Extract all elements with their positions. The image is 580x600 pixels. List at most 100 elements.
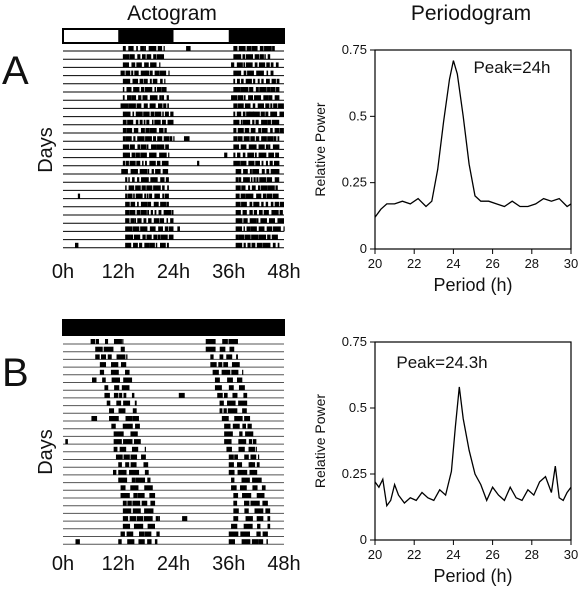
activity-bout bbox=[149, 493, 156, 498]
activity-bout bbox=[144, 46, 146, 51]
activity-bout bbox=[173, 136, 175, 142]
activity-bout bbox=[122, 508, 132, 514]
activity-bout bbox=[118, 469, 127, 475]
activity-bout bbox=[274, 128, 280, 133]
activity-bout bbox=[258, 144, 265, 150]
activity-bout bbox=[133, 242, 138, 248]
activity-bout bbox=[242, 210, 247, 215]
activity-bout bbox=[120, 103, 129, 109]
activity-bout bbox=[249, 87, 254, 92]
activity-bout bbox=[224, 423, 231, 429]
activity-bout bbox=[223, 362, 229, 368]
activity-bout bbox=[146, 234, 152, 240]
activity-bout bbox=[153, 54, 157, 60]
x-tick-label: 28 bbox=[525, 256, 539, 271]
activity-bout bbox=[140, 87, 145, 92]
activity-bout bbox=[154, 119, 161, 125]
activity-bout bbox=[150, 111, 155, 117]
activity-bout bbox=[177, 226, 180, 232]
activity-bout bbox=[163, 46, 165, 51]
activity-bout bbox=[267, 87, 271, 92]
activity-bout bbox=[130, 201, 136, 207]
activity-bout bbox=[223, 392, 228, 398]
activity-bout bbox=[123, 377, 133, 383]
activity-bout bbox=[266, 177, 273, 183]
activity-bout bbox=[257, 454, 260, 460]
activity-bout bbox=[138, 95, 142, 101]
activity-bout bbox=[131, 70, 134, 76]
activity-bout bbox=[256, 218, 259, 224]
activity-bout bbox=[156, 160, 161, 166]
activity-bout bbox=[161, 95, 165, 101]
activity-bout bbox=[248, 185, 251, 191]
activity-bout bbox=[228, 385, 234, 391]
activity-bout bbox=[261, 160, 264, 166]
activity-bout bbox=[140, 144, 147, 150]
activity-bout bbox=[259, 177, 267, 183]
activity-bout bbox=[157, 46, 163, 51]
activity-bout bbox=[137, 201, 139, 207]
activity-bout bbox=[267, 185, 275, 191]
activity-bout bbox=[167, 185, 169, 191]
activity-bout bbox=[65, 439, 68, 445]
activity-bout bbox=[255, 87, 259, 92]
activity-bout bbox=[157, 136, 163, 142]
activity-bout bbox=[261, 169, 265, 174]
activity-bout bbox=[267, 54, 271, 60]
activity-bout bbox=[243, 242, 246, 248]
activity-bout bbox=[140, 152, 147, 158]
activity-bout bbox=[227, 377, 233, 383]
activity-bout bbox=[126, 354, 128, 360]
activity-bout bbox=[140, 128, 145, 133]
activity-bout bbox=[247, 70, 254, 76]
x-axis-label: Period (h) bbox=[433, 566, 512, 586]
activity-bout bbox=[253, 78, 256, 84]
activity-bout bbox=[144, 516, 153, 522]
activity-bout bbox=[244, 508, 249, 514]
activity-bout bbox=[219, 408, 223, 414]
activity-bout bbox=[122, 87, 125, 92]
activity-bout bbox=[130, 454, 138, 460]
activity-bout bbox=[250, 128, 256, 133]
activity-bout bbox=[136, 516, 144, 522]
activity-bout bbox=[235, 201, 241, 207]
activity-bout bbox=[120, 485, 126, 491]
activity-bout bbox=[130, 431, 138, 437]
activity-bout bbox=[255, 136, 260, 142]
activity-bout bbox=[261, 136, 267, 142]
power-series-line bbox=[374, 386, 572, 508]
activity-bout bbox=[253, 177, 256, 183]
activity-bout bbox=[159, 70, 167, 76]
activity-bout bbox=[273, 160, 280, 166]
activity-bout bbox=[149, 160, 156, 166]
activity-bout bbox=[155, 169, 161, 174]
activity-bout bbox=[247, 242, 251, 248]
activity-bout bbox=[233, 152, 236, 158]
activity-bout bbox=[274, 169, 280, 174]
activity-bout bbox=[240, 193, 246, 199]
activity-bout bbox=[226, 446, 232, 452]
activity-bout bbox=[231, 485, 237, 491]
activity-bout bbox=[237, 103, 244, 109]
activity-bout bbox=[133, 234, 141, 240]
activity-bout bbox=[233, 119, 240, 125]
activity-bout bbox=[133, 493, 138, 498]
dark-phase-0 bbox=[63, 320, 284, 335]
activity-bout bbox=[129, 54, 135, 60]
activity-bout bbox=[242, 493, 252, 498]
activity-bout bbox=[252, 477, 262, 483]
x-tick-label: 24 bbox=[446, 547, 460, 562]
activity-bout bbox=[154, 70, 160, 76]
activity-bout bbox=[169, 136, 173, 142]
activity-bout bbox=[272, 193, 279, 199]
activity-bout bbox=[258, 62, 266, 68]
activity-bout bbox=[228, 531, 239, 537]
activity-bout bbox=[155, 242, 158, 248]
activity-bout bbox=[249, 169, 252, 174]
activity-bout bbox=[135, 185, 141, 191]
activity-bout bbox=[270, 62, 274, 68]
activity-bout bbox=[237, 95, 244, 101]
activity-bout bbox=[273, 103, 278, 109]
activity-bout bbox=[146, 144, 149, 150]
activity-bout bbox=[122, 516, 129, 522]
